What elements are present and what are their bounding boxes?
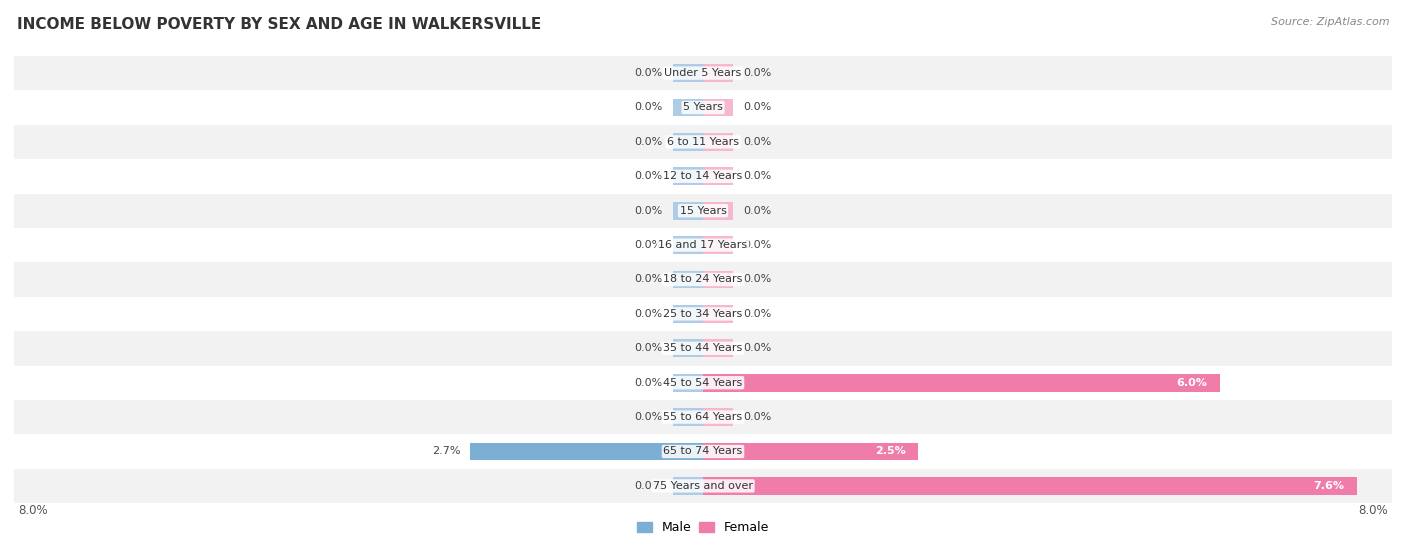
Bar [703, 305, 733, 323]
Bar [703, 236, 733, 254]
Bar [14, 297, 1392, 331]
Text: Source: ZipAtlas.com: Source: ZipAtlas.com [1271, 17, 1389, 27]
Text: 35 to 44 Years: 35 to 44 Years [664, 343, 742, 353]
Bar [471, 443, 703, 461]
Text: 65 to 74 Years: 65 to 74 Years [664, 447, 742, 457]
Text: 0.0%: 0.0% [634, 309, 662, 319]
Text: 0.0%: 0.0% [634, 102, 662, 112]
Bar [14, 468, 1392, 503]
Text: 0.0%: 0.0% [744, 343, 772, 353]
Bar [14, 159, 1392, 193]
Bar [673, 133, 703, 151]
Text: 0.0%: 0.0% [634, 412, 662, 422]
Bar [703, 98, 733, 116]
Bar [14, 91, 1392, 125]
Text: 0.0%: 0.0% [634, 206, 662, 216]
Text: 25 to 34 Years: 25 to 34 Years [664, 309, 742, 319]
Text: 0.0%: 0.0% [744, 171, 772, 181]
Text: 12 to 14 Years: 12 to 14 Years [664, 171, 742, 181]
Text: 0.0%: 0.0% [634, 378, 662, 388]
Bar [703, 64, 733, 82]
Text: 0.0%: 0.0% [634, 68, 662, 78]
Bar [14, 366, 1392, 400]
Bar [673, 305, 703, 323]
Bar [673, 202, 703, 220]
Bar [14, 228, 1392, 262]
Text: 0.0%: 0.0% [634, 137, 662, 147]
Text: 55 to 64 Years: 55 to 64 Years [664, 412, 742, 422]
Text: 0.0%: 0.0% [744, 412, 772, 422]
Bar [14, 262, 1392, 297]
Bar [673, 408, 703, 426]
Text: INCOME BELOW POVERTY BY SEX AND AGE IN WALKERSVILLE: INCOME BELOW POVERTY BY SEX AND AGE IN W… [17, 17, 541, 32]
Text: 6.0%: 6.0% [1175, 378, 1206, 388]
Bar [703, 443, 918, 461]
Text: 0.0%: 0.0% [744, 309, 772, 319]
Bar [703, 202, 733, 220]
Text: 0.0%: 0.0% [744, 68, 772, 78]
Text: 18 to 24 Years: 18 to 24 Years [664, 274, 742, 285]
Text: Under 5 Years: Under 5 Years [665, 68, 741, 78]
Bar [673, 98, 703, 116]
Bar [703, 477, 1358, 495]
Bar [673, 374, 703, 392]
Bar [703, 133, 733, 151]
Bar [14, 400, 1392, 434]
Text: 8.0%: 8.0% [1358, 504, 1388, 517]
Text: 2.7%: 2.7% [432, 447, 460, 457]
Bar [14, 331, 1392, 366]
Text: 0.0%: 0.0% [634, 481, 662, 491]
Text: 7.6%: 7.6% [1313, 481, 1344, 491]
Text: 0.0%: 0.0% [744, 206, 772, 216]
Bar [673, 339, 703, 357]
Text: 0.0%: 0.0% [744, 240, 772, 250]
Text: 75 Years and over: 75 Years and over [652, 481, 754, 491]
Text: 6 to 11 Years: 6 to 11 Years [666, 137, 740, 147]
Bar [673, 167, 703, 185]
Text: 45 to 54 Years: 45 to 54 Years [664, 378, 742, 388]
Text: 0.0%: 0.0% [744, 137, 772, 147]
Bar [673, 271, 703, 288]
Bar [673, 64, 703, 82]
Bar [14, 125, 1392, 159]
Bar [703, 167, 733, 185]
Bar [703, 339, 733, 357]
Bar [703, 408, 733, 426]
Bar [14, 56, 1392, 91]
Text: 2.5%: 2.5% [875, 447, 905, 457]
Legend: Male, Female: Male, Female [631, 517, 775, 539]
Bar [703, 271, 733, 288]
Text: 0.0%: 0.0% [744, 102, 772, 112]
Bar [14, 193, 1392, 228]
Text: 0.0%: 0.0% [744, 274, 772, 285]
Text: 0.0%: 0.0% [634, 274, 662, 285]
Bar [14, 434, 1392, 468]
Text: 16 and 17 Years: 16 and 17 Years [658, 240, 748, 250]
Text: 0.0%: 0.0% [634, 171, 662, 181]
Text: 0.0%: 0.0% [634, 240, 662, 250]
Text: 8.0%: 8.0% [18, 504, 48, 517]
Text: 15 Years: 15 Years [679, 206, 727, 216]
Bar [673, 236, 703, 254]
Text: 0.0%: 0.0% [634, 343, 662, 353]
Bar [703, 374, 1219, 392]
Bar [673, 477, 703, 495]
Text: 5 Years: 5 Years [683, 102, 723, 112]
